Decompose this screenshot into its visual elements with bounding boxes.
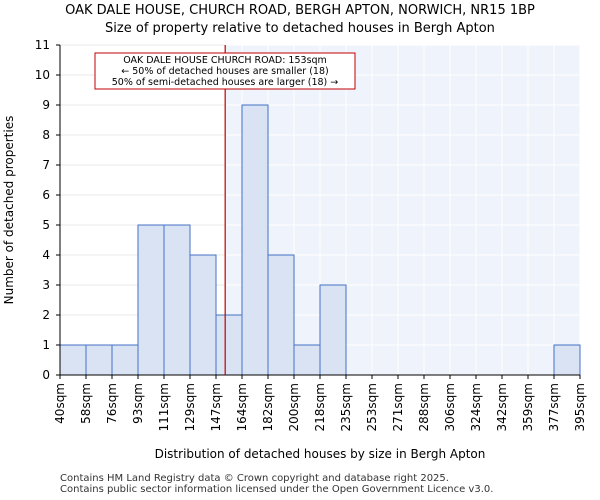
x-tick-label: 359sqm — [521, 383, 535, 431]
y-tick-label: 3 — [42, 278, 50, 292]
x-tick-label: 235sqm — [339, 383, 353, 431]
x-tick-label: 111sqm — [157, 383, 171, 431]
x-axis-title: Distribution of detached houses by size … — [155, 447, 486, 461]
histogram-bar — [293, 344, 321, 376]
x-tick-label: 342sqm — [495, 383, 509, 431]
footer-line-2: Contains public sector information licen… — [60, 484, 494, 495]
x-tick-label: 129sqm — [183, 383, 197, 431]
histogram-bar — [241, 104, 269, 376]
y-tick-label: 5 — [42, 218, 50, 232]
y-tick-label: 1 — [42, 338, 50, 352]
histogram-bar — [553, 344, 581, 376]
histogram-bar — [59, 344, 87, 376]
chart-title-block: OAK DALE HOUSE, CHURCH ROAD, BERGH APTON… — [0, 2, 600, 38]
x-tick-label: 93sqm — [131, 383, 145, 424]
y-tick-label: 4 — [42, 248, 50, 262]
histogram-bar — [137, 224, 165, 376]
x-tick-label: 324sqm — [469, 383, 483, 431]
footer-line-1: Contains HM Land Registry data © Crown c… — [60, 473, 449, 484]
histogram-bar — [267, 254, 295, 376]
x-tick-label: 306sqm — [443, 383, 457, 431]
x-tick-label: 288sqm — [417, 383, 431, 431]
y-tick-label: 9 — [42, 98, 50, 112]
y-tick-label: 0 — [42, 368, 50, 382]
x-tick-label: 182sqm — [261, 383, 275, 431]
attribution-footer: Contains HM Land Registry data © Crown c… — [60, 473, 493, 495]
x-tick-label: 147sqm — [209, 383, 223, 431]
y-tick-label: 10 — [35, 68, 50, 82]
annotation-text-line: OAK DALE HOUSE CHURCH ROAD: 153sqm — [123, 55, 327, 66]
x-tick-label: 164sqm — [235, 383, 249, 431]
histogram-chart: 0 1 2 3 4 5 6 7 8 9 10 11 40sqm 58sqm 76sqm 93sqm 111sqm… — [2, 38, 587, 461]
x-tick-label: 58sqm — [79, 383, 93, 424]
x-tick-label: 253sqm — [365, 383, 379, 431]
x-tick-label: 40sqm — [53, 383, 67, 424]
y-tick-label: 11 — [35, 38, 50, 52]
histogram-bar — [189, 254, 217, 376]
x-tick-label: 395sqm — [573, 383, 587, 431]
x-tick-label: 76sqm — [105, 383, 119, 424]
y-tick-label: 2 — [42, 308, 50, 322]
y-tick-label: 6 — [42, 188, 50, 202]
x-tick-label: 200sqm — [287, 383, 301, 431]
chart-subtitle: Size of property relative to detached ho… — [105, 21, 495, 36]
histogram-bar — [85, 344, 113, 376]
x-tick-label: 377sqm — [547, 383, 561, 431]
histogram-bar — [111, 344, 139, 376]
histogram-bar — [215, 314, 243, 376]
x-tick-label: 218sqm — [313, 383, 327, 431]
histogram-bar — [163, 224, 191, 376]
y-tick-label: 7 — [42, 158, 50, 172]
y-tick-label: 8 — [42, 128, 50, 142]
y-axis-title: Number of detached properties — [2, 116, 16, 305]
x-tick-label: 271sqm — [391, 383, 405, 431]
annotation-text-line: 50% of semi-detached houses are larger (… — [112, 77, 339, 88]
annotation-text-line: ← 50% of detached houses are smaller (18… — [121, 66, 328, 77]
chart-title: OAK DALE HOUSE, CHURCH ROAD, BERGH APTON… — [65, 3, 535, 18]
histogram-bar — [319, 284, 347, 376]
annotation-box — [94, 52, 356, 90]
